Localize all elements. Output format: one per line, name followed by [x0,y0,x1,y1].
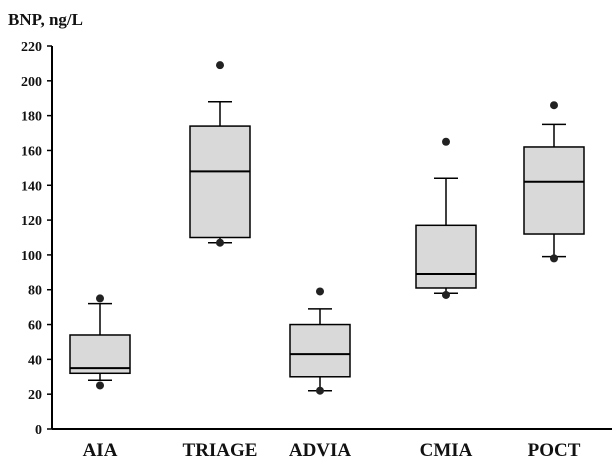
box-cmia [415,137,477,299]
x-tick-label-triage: TRIAGE [183,440,258,458]
box-poct [523,101,585,263]
y-tick-label: 220 [21,40,42,55]
box-triage [189,61,251,247]
iqr-box [289,323,351,378]
y-tick-label: 60 [28,319,42,334]
y-tick-label: 140 [21,179,42,194]
x-tick-label-poct: POCT [528,440,581,458]
y-tick-label: 120 [21,214,42,229]
y-tick-label: 100 [21,249,42,264]
outlier-point [316,386,324,395]
outlier-point [550,101,558,110]
y-tick-label: 20 [28,388,42,403]
iqr-box [69,334,131,375]
x-tick-labels: AIA TRIAGE ADVIA CMIA POCT [83,440,581,458]
boxes [69,61,585,395]
box-advia [289,287,351,395]
outlier-point [316,287,324,296]
x-tick-label-cmia: CMIA [420,440,473,458]
y-tick-label: 80 [28,284,42,299]
outlier-point [216,238,224,247]
outlier-point [96,381,104,390]
axes: 0 20 40 60 80 100 120 140 160 180 200 220 [21,40,612,438]
box-aia [69,294,131,390]
outlier-point [442,137,450,146]
iqr-box [523,146,585,235]
y-axis-label: BNP, ng/L [8,10,83,29]
y-tick-label: 180 [21,110,42,125]
outlier-point [550,254,558,263]
iqr-box [415,224,477,289]
outlier-point [96,294,104,303]
outlier-point [442,290,450,299]
x-tick-label-advia: ADVIA [289,440,352,458]
y-tick-label: 200 [21,75,42,90]
iqr-box [189,125,251,239]
outlier-point [216,61,224,70]
y-tick-label: 40 [28,353,42,368]
x-tick-label-aia: AIA [83,440,118,458]
y-tick-label: 0 [35,423,42,438]
y-tick-label: 160 [21,144,42,159]
